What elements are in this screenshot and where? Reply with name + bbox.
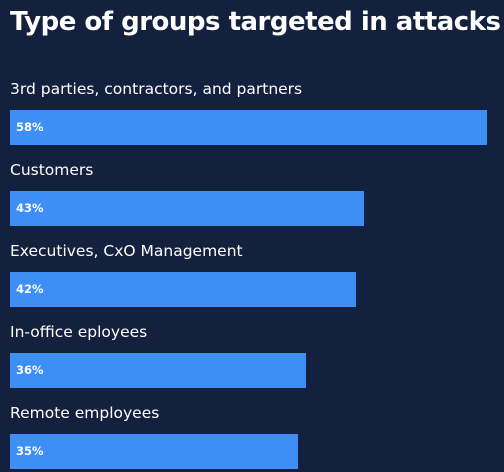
chart-title: Type of groups targeted in attacks	[10, 7, 501, 37]
bar	[10, 272, 356, 307]
bar-row: Remote employees 35%	[0, 402, 504, 470]
bar	[10, 110, 487, 145]
category-label: Customers	[10, 161, 94, 179]
bar	[10, 191, 364, 226]
bar	[10, 353, 306, 388]
value-label: 36%	[16, 363, 44, 377]
bar-row: Executives, CxO Management 42%	[0, 240, 504, 308]
bar-row: 3rd parties, contractors, and partners 58…	[0, 78, 504, 146]
category-label: Executives, CxO Management	[10, 242, 243, 260]
value-label: 42%	[16, 282, 44, 296]
value-label: 35%	[16, 444, 44, 458]
bar-row: Customers 43%	[0, 159, 504, 227]
category-label: Remote employees	[10, 404, 160, 422]
value-label: 43%	[16, 201, 44, 215]
category-label: In-office eployees	[10, 323, 148, 341]
value-label: 58%	[16, 120, 44, 134]
bar-row: In-office eployees 36%	[0, 321, 504, 389]
bar	[10, 434, 298, 469]
category-label: 3rd parties, contractors, and partners	[10, 80, 303, 98]
